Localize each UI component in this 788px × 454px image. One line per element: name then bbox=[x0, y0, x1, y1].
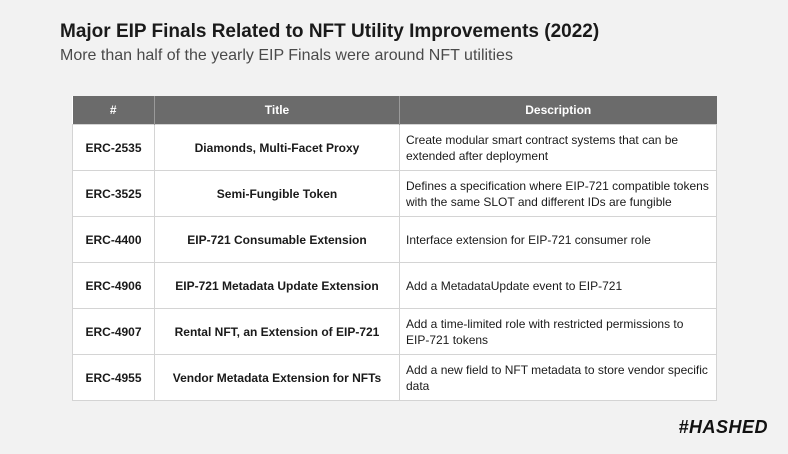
row-number: ERC-4955 bbox=[72, 354, 155, 401]
row-description: Add a time-limited role with restricted … bbox=[399, 308, 717, 355]
table-row: ERC-2535 Diamonds, Multi-Facet Proxy Cre… bbox=[72, 124, 717, 171]
page-subtitle: More than half of the yearly EIP Finals … bbox=[60, 47, 513, 64]
page-title: Major EIP Finals Related to NFT Utility … bbox=[60, 21, 600, 42]
row-number: ERC-4400 bbox=[72, 216, 155, 263]
table-row: ERC-3525 Semi-Fungible Token Defines a s… bbox=[72, 170, 717, 217]
row-number: ERC-4906 bbox=[72, 262, 155, 309]
column-header-number: # bbox=[72, 96, 155, 125]
row-title: EIP-721 Metadata Update Extension bbox=[154, 262, 400, 309]
row-description: Interface extension for EIP-721 consumer… bbox=[399, 216, 717, 263]
column-header-title: Title bbox=[154, 96, 400, 125]
row-number: ERC-3525 bbox=[72, 170, 155, 217]
row-number: ERC-4907 bbox=[72, 308, 155, 355]
table-row: ERC-4955 Vendor Metadata Extension for N… bbox=[72, 354, 717, 401]
row-title: Diamonds, Multi-Facet Proxy bbox=[154, 124, 400, 171]
row-title: Vendor Metadata Extension for NFTs bbox=[154, 354, 400, 401]
row-title: EIP-721 Consumable Extension bbox=[154, 216, 400, 263]
table-row: ERC-4906 EIP-721 Metadata Update Extensi… bbox=[72, 262, 717, 309]
table-header-row: # Title Description bbox=[72, 96, 717, 125]
table-row: ERC-4907 Rental NFT, an Extension of EIP… bbox=[72, 308, 717, 355]
row-number: ERC-2535 bbox=[72, 124, 155, 171]
table-row: ERC-4400 EIP-721 Consumable Extension In… bbox=[72, 216, 717, 263]
row-title: Semi-Fungible Token bbox=[154, 170, 400, 217]
hashed-logo: #HASHED bbox=[678, 417, 768, 437]
eip-table: # Title Description ERC-2535 Diamonds, M… bbox=[72, 96, 717, 401]
row-description: Create modular smart contract systems th… bbox=[399, 124, 717, 171]
column-header-description: Description bbox=[399, 96, 717, 125]
row-title: Rental NFT, an Extension of EIP-721 bbox=[154, 308, 400, 355]
row-description: Defines a specification where EIP-721 co… bbox=[399, 170, 717, 217]
row-description: Add a MetadataUpdate event to EIP-721 bbox=[399, 262, 717, 309]
row-description: Add a new field to NFT metadata to store… bbox=[399, 354, 717, 401]
